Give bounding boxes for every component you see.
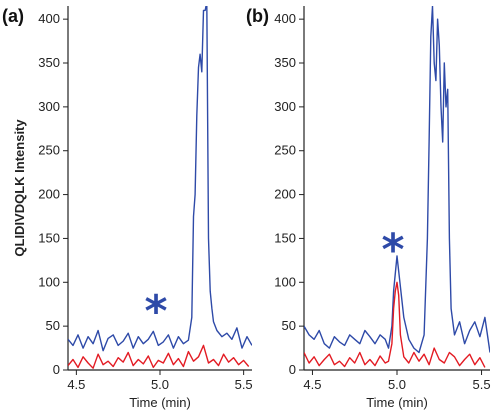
y-tick-label: 200: [38, 187, 60, 202]
x-tick-label: 5.5: [473, 377, 491, 392]
y-tick-label: 250: [38, 143, 60, 158]
y-tick-label: 400: [274, 11, 296, 26]
x-tick-label: 5.0: [151, 377, 169, 392]
asterisk-annotation: *: [144, 286, 167, 337]
blue-trace-line: [68, 6, 252, 352]
y-tick-label: 50: [282, 318, 296, 333]
x-tick-label: 5.5: [235, 377, 253, 392]
x-tick-label: 5.0: [388, 377, 406, 392]
y-tick-label: 350: [274, 55, 296, 70]
panel-label: (a): [2, 6, 24, 26]
asterisk-annotation: *: [381, 224, 404, 275]
x-tick-label: 4.5: [67, 377, 85, 392]
y-tick-label: 300: [38, 99, 60, 114]
y-tick-label: 0: [289, 362, 296, 377]
panel-a: 0 50 100 150 200 250 300 350 400 4.5 5.0 5.5 Time (m…: [2, 6, 253, 410]
panel-b: 0 50 100 150 200 250 300 350 400 4.5 5.0 5.5 Time (m…: [246, 6, 491, 410]
y-tick-label: 0: [53, 362, 60, 377]
y-tick-label: 250: [274, 143, 296, 158]
y-tick-label: 150: [38, 230, 60, 245]
y-tick-label: 400: [38, 11, 60, 26]
y-tick-label: 200: [274, 187, 296, 202]
y-tick-label: 50: [46, 318, 60, 333]
y-tick-label: 150: [274, 230, 296, 245]
x-axis-title: Time (min): [366, 395, 428, 410]
y-tick-label: 100: [274, 274, 296, 289]
x-tick-label: 4.5: [303, 377, 321, 392]
blue-trace-line: [304, 6, 490, 354]
panel-label: (b): [246, 6, 269, 26]
x-axis-title: Time (min): [129, 395, 191, 410]
y-axis-title: QLIDIVDQLK Intensity: [12, 119, 27, 257]
y-tick-label: 100: [38, 274, 60, 289]
y-tick-label: 300: [274, 99, 296, 114]
red-trace-line: [304, 281, 486, 368]
red-trace-line: [68, 344, 250, 369]
y-tick-label: 350: [38, 55, 60, 70]
